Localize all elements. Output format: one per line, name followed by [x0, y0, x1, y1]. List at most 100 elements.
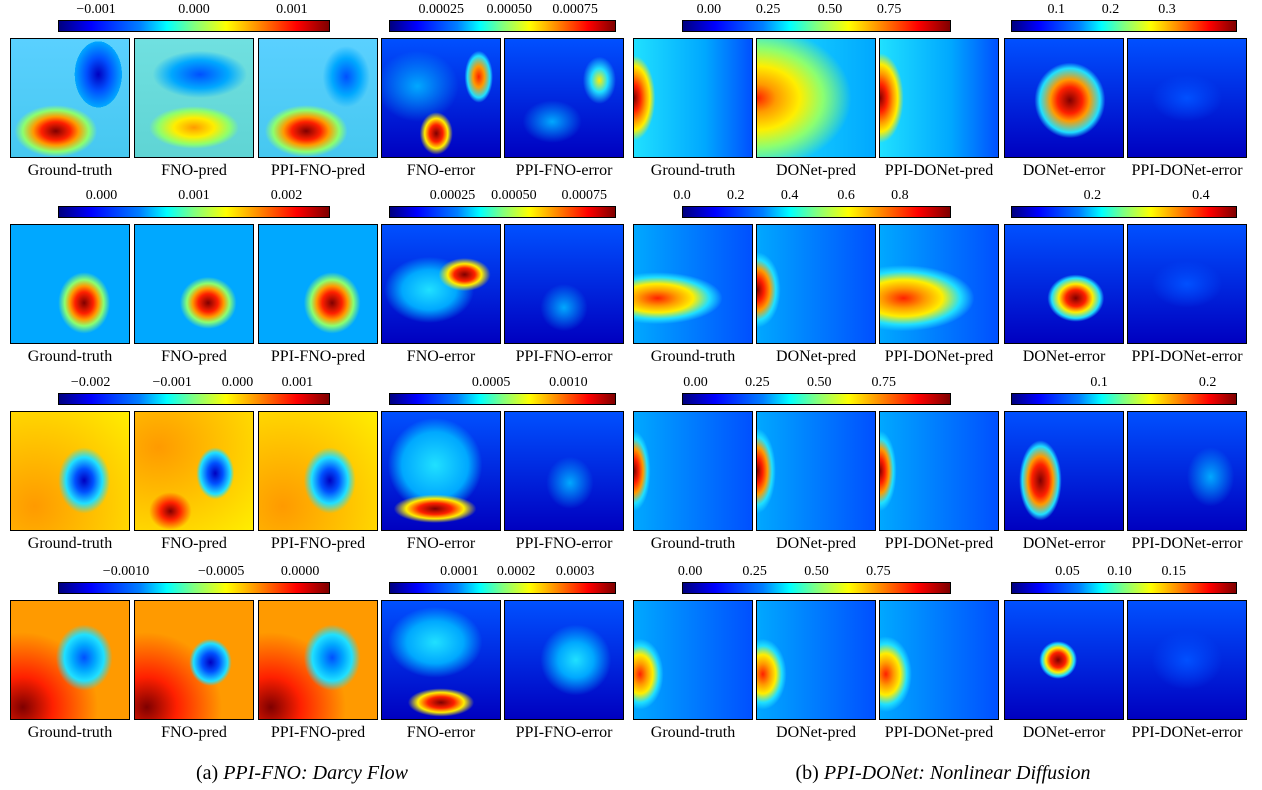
panel-label-b-2-2: PPI-DONet-pred: [884, 535, 994, 552]
panel-label-b-0-1: DONet-pred: [776, 162, 856, 179]
colorbar-tick-b-3-err-2: 0.15: [1161, 564, 1186, 579]
colorbar-tick-a-3-err-1: 0.0002: [496, 564, 536, 579]
colorbar-tick-b-1-err-1: 0.4: [1192, 188, 1210, 203]
colorbar-tick-a-2-pred-2: 0.000: [221, 375, 254, 390]
field-panel-a-2-4: [504, 411, 624, 531]
caption-a-title: PPI-FNO: Darcy Flow: [223, 762, 408, 784]
colorbar-b-1-pred: [682, 206, 951, 218]
field-panel-a-3-1: [134, 600, 254, 720]
colorbar-a-1-pred: [58, 206, 330, 218]
colorbar-tick-a-2-pred-0: −0.002: [70, 375, 111, 390]
panel-label-b-0-3: DONet-error: [1022, 162, 1106, 179]
colorbar-tick-a-1-pred-0: 0.000: [85, 188, 118, 203]
colorbar-tick-b-2-pred-2: 0.50: [806, 375, 832, 390]
field-panel-a-2-1: [134, 411, 254, 531]
colorbar-b-2-pred: [682, 393, 951, 405]
panel-label-a-0-0: Ground-truth: [27, 162, 113, 179]
colorbar-tick-a-3-pred-2: 0.0000: [280, 564, 320, 579]
field-panel-b-0-1: [756, 38, 876, 158]
colorbar-tick-b-0-pred-1: 0.25: [755, 2, 781, 17]
field-panel-a-0-2: [258, 38, 378, 158]
colorbar-tick-b-3-err-1: 0.10: [1107, 564, 1132, 579]
panel-label-b-3-2: PPI-DONet-pred: [884, 724, 994, 741]
colorbar-tick-b-0-err-2: 0.3: [1158, 2, 1176, 17]
colorbar-b-0-pred: [682, 20, 951, 32]
panel-label-a-0-4: PPI-FNO-error: [515, 162, 613, 179]
colorbar-a-0-pred: [58, 20, 330, 32]
caption-b-title: PPI-DONet: Nonlinear Diffusion: [823, 762, 1091, 784]
colorbar-a-2-err: [389, 393, 616, 405]
colorbar-b-3-err: [1011, 582, 1237, 594]
field-panel-a-1-3: [381, 224, 501, 344]
colorbar-tick-b-2-pred-3: 0.75: [871, 375, 897, 390]
colorbar-tick-a-2-pred-3: 0.001: [281, 375, 314, 390]
panel-label-a-1-1: FNO-pred: [161, 348, 227, 365]
panel-label-a-2-1: FNO-pred: [161, 535, 227, 552]
panel-label-a-2-2: PPI-FNO-pred: [270, 535, 366, 552]
field-panel-b-2-0: [633, 411, 753, 531]
colorbar-tick-a-3-pred-1: −0.0005: [197, 564, 245, 579]
panel-label-b-1-1: DONet-pred: [776, 348, 856, 365]
panel-label-a-1-4: PPI-FNO-error: [515, 348, 613, 365]
colorbar-tick-a-0-pred-0: −0.001: [76, 2, 116, 17]
field-panel-a-0-1: [134, 38, 254, 158]
panel-label-b-2-1: DONet-pred: [776, 535, 856, 552]
colorbar-tick-b-3-pred-1: 0.25: [742, 564, 767, 579]
panel-label-b-0-2: PPI-DONet-pred: [884, 162, 994, 179]
field-panel-b-2-2: [879, 411, 999, 531]
panel-label-b-3-1: DONet-pred: [776, 724, 856, 741]
colorbar-b-2-err: [1011, 393, 1237, 405]
colorbar-tick-a-1-pred-2: 0.002: [270, 188, 303, 203]
caption-b-prefix: (b): [795, 762, 819, 784]
panel-label-a-2-4: PPI-FNO-error: [515, 535, 613, 552]
field-panel-a-0-0: [10, 38, 130, 158]
field-panel-a-2-3: [381, 411, 501, 531]
field-panel-b-3-1: [756, 600, 876, 720]
panel-label-b-2-0: Ground-truth: [650, 535, 736, 552]
caption-a-prefix: (a): [196, 762, 219, 784]
panel-label-a-2-3: FNO-error: [406, 535, 476, 552]
colorbar-tick-b-3-pred-2: 0.50: [804, 564, 829, 579]
colorbar-tick-a-0-pred-1: 0.000: [178, 2, 210, 17]
field-panel-a-1-4: [504, 224, 624, 344]
colorbar-tick-b-2-pred-0: 0.00: [683, 375, 708, 390]
colorbar-tick-b-1-pred-2: 0.4: [780, 188, 799, 203]
panel-label-b-3-0: Ground-truth: [650, 724, 736, 741]
field-panel-a-2-0: [10, 411, 130, 531]
field-panel-b-3-3: [1004, 600, 1124, 720]
panel-label-b-0-4: PPI-DONet-error: [1131, 162, 1243, 179]
field-panel-b-1-1: [756, 224, 876, 344]
colorbar-tick-b-1-pred-3: 0.6: [837, 188, 855, 203]
panel-label-a-1-2: PPI-FNO-pred: [270, 348, 366, 365]
panel-label-a-2-0: Ground-truth: [27, 535, 113, 552]
colorbar-tick-a-2-err-0: 0.0005: [471, 375, 511, 390]
colorbar-tick-a-1-err-1: 0.00050: [491, 188, 537, 203]
colorbar-tick-b-0-pred-0: 0.00: [696, 2, 722, 17]
colorbar-tick-b-1-pred-1: 0.2: [727, 188, 745, 203]
field-panel-a-0-3: [381, 38, 501, 158]
panel-label-b-2-3: DONet-error: [1022, 535, 1106, 552]
panel-label-a-3-4: PPI-FNO-error: [515, 724, 613, 741]
colorbar-tick-b-0-err-1: 0.2: [1101, 2, 1120, 17]
colorbar-tick-b-1-err-0: 0.2: [1083, 188, 1102, 203]
caption-b: (b) PPI-DONet: Nonlinear Diffusion: [796, 762, 1091, 784]
field-panel-a-1-1: [134, 224, 254, 344]
panel-label-b-1-4: PPI-DONet-error: [1131, 348, 1243, 365]
colorbar-tick-a-1-err-0: 0.00025: [429, 188, 476, 203]
panel-label-a-1-3: FNO-error: [406, 348, 476, 365]
colorbar-tick-a-0-err-1: 0.00050: [486, 2, 533, 17]
colorbar-tick-a-3-err-0: 0.0001: [440, 564, 479, 579]
panel-label-a-3-3: FNO-error: [406, 724, 476, 741]
panel-label-a-0-1: FNO-pred: [161, 162, 227, 179]
panel-label-a-0-2: PPI-FNO-pred: [270, 162, 366, 179]
field-panel-b-1-0: [633, 224, 753, 344]
panel-label-a-0-3: FNO-error: [406, 162, 476, 179]
colorbar-b-0-err: [1011, 20, 1237, 32]
field-panel-b-3-0: [633, 600, 753, 720]
field-panel-b-2-4: [1127, 411, 1247, 531]
colorbar-a-3-pred: [58, 582, 330, 594]
field-panel-a-1-2: [258, 224, 378, 344]
colorbar-tick-a-3-pred-0: −0.0010: [102, 564, 150, 579]
colorbar-tick-b-1-pred-4: 0.8: [891, 188, 909, 203]
field-panel-a-2-2: [258, 411, 378, 531]
